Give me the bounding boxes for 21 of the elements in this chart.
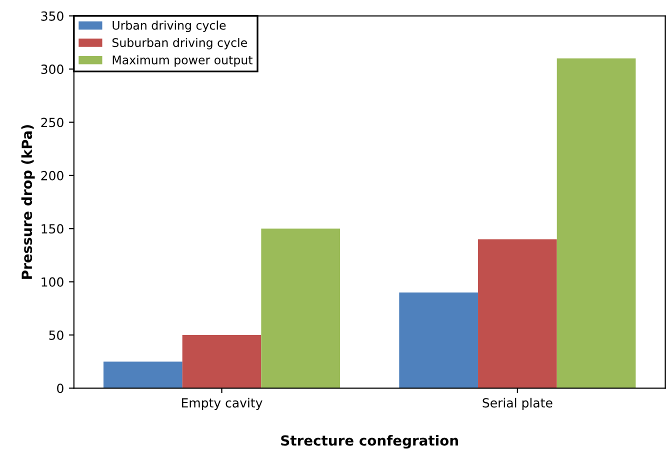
y-tick-label: 0 [57, 384, 64, 394]
y-tick-label: 100 [42, 277, 64, 287]
y-tick-label: 250 [41, 118, 64, 128]
legend-label: Suburban driving cycle [112, 38, 247, 50]
bar [399, 292, 478, 388]
y-tick-label: 350 [41, 11, 64, 21]
x-axis-title: Strecture confegration [281, 434, 458, 449]
x-tick-label: Empty cavity [182, 398, 262, 410]
x-tick-label: Serial plate [482, 398, 552, 410]
legend-label: Urban driving cycle [112, 20, 226, 32]
y-tick-label: 300 [41, 64, 64, 74]
y-axis-title: Pressure drop (kPa) [21, 125, 35, 279]
legend-label: Maximum power output [112, 55, 253, 67]
bar [478, 239, 557, 388]
y-tick-label: 50 [49, 330, 64, 340]
bar [182, 334, 262, 388]
bar [261, 228, 340, 388]
bar [556, 58, 636, 388]
y-tick-label: 200 [41, 170, 64, 180]
bar [103, 362, 182, 388]
y-tick-label: 150 [42, 224, 64, 234]
